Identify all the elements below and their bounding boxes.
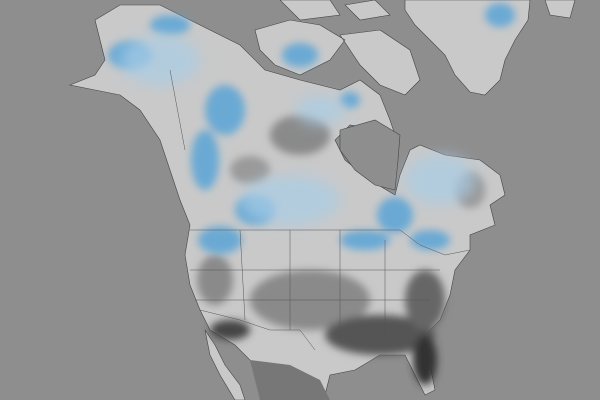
arctic-islands <box>254 0 576 96</box>
baja-california <box>204 329 246 400</box>
hudson-bay <box>339 119 401 191</box>
light-blue-patches <box>120 35 475 225</box>
borders <box>169 69 471 351</box>
mexico-shadow <box>250 360 330 400</box>
